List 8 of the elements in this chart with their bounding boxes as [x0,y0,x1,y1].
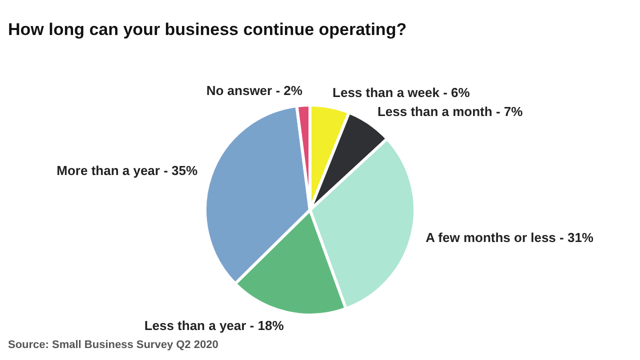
chart-title: How long can your business continue operating? [8,20,407,39]
slice-label: No answer - 2% [206,83,303,98]
slice-label: Less than a week - 6% [332,85,470,100]
slice-label: More than a year - 35% [56,163,198,178]
source-note: Source: Small Business Survey Q2 2020 [8,339,218,351]
slice-label: Less than a month - 7% [377,104,524,119]
slice-label: A few months or less - 31% [426,230,594,246]
slice-label: Less than a year - 18% [144,318,284,334]
